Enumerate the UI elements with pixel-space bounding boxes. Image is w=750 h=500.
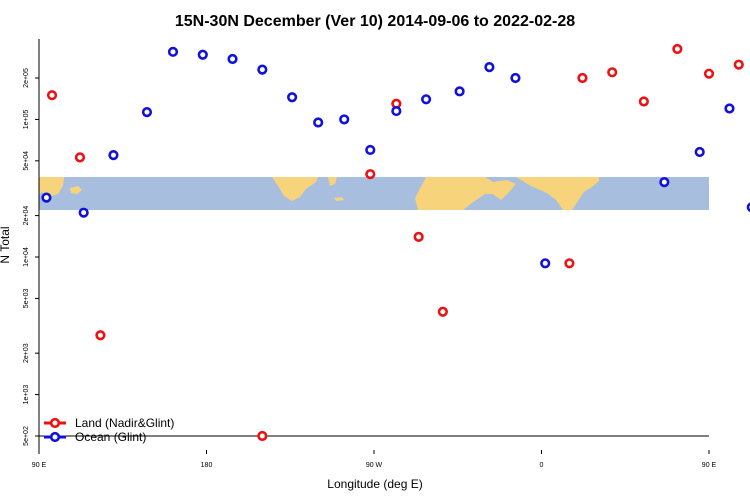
legend-land-marker (49, 417, 61, 429)
y-tick-label: 1e+03 (23, 385, 30, 405)
land-point (703, 68, 715, 79)
world-map-strip (39, 177, 709, 210)
ocean-band (39, 177, 709, 210)
x-tick-label: 90 E (702, 462, 717, 469)
x-tick-label: 0 (540, 462, 544, 469)
land-point (437, 306, 448, 317)
legend: Land (Nadir&Glint) Ocean (Glint) (44, 416, 174, 444)
ocean-point (197, 49, 208, 60)
ocean-point (167, 46, 179, 57)
ocean-point (659, 177, 670, 188)
ocean-point (484, 62, 495, 73)
ocean-point (287, 92, 298, 103)
data-points (41, 43, 750, 442)
ocean-point (510, 72, 521, 84)
legend-ocean-marker (49, 431, 61, 443)
land-point (257, 430, 268, 442)
y-tick-label: 1e+05 (23, 109, 30, 129)
ocean-point (339, 114, 350, 125)
y-axis-ticks: 5e+02 1e+03 2e+03 5e+03 1e+04 2e+04 5e+04 1e+05… (23, 68, 39, 446)
land-florida (328, 177, 337, 186)
land-point (638, 96, 649, 107)
x-tick-label: 90 W (366, 462, 383, 469)
land-asia-islands (70, 186, 82, 194)
y-tick-label: 5e+04 (23, 151, 30, 171)
land-point (564, 258, 575, 269)
y-tick-label: 2e+04 (23, 206, 30, 226)
land-caribbean (334, 197, 344, 201)
legend-ocean-label: Ocean (Glint) (75, 430, 146, 444)
land-africa-arabia (415, 177, 516, 210)
ocean-point (227, 53, 238, 65)
legend-land-label: Land (Nadir&Glint) (75, 416, 174, 430)
ocean-point (365, 144, 376, 156)
ocean-point (78, 207, 89, 218)
y-tick-label: 2e+03 (23, 343, 30, 363)
land-point (413, 231, 424, 242)
land-point (95, 330, 106, 341)
chart-title: 15N-30N December (Ver 10) 2014-09-06 to … (175, 13, 575, 30)
y-tick-label: 2e+05 (23, 68, 30, 88)
ocean-point (391, 105, 402, 117)
ocean-point (421, 94, 432, 105)
ocean-point (257, 64, 268, 75)
y-tick-label: 1e+04 (23, 247, 30, 267)
x-axis-label: Longitude (deg E) (327, 477, 422, 491)
ocean-point (41, 192, 52, 203)
land-point (46, 90, 58, 101)
land-point (733, 59, 744, 70)
ocean-point (540, 258, 551, 269)
ocean-point (454, 86, 465, 97)
land-point (365, 169, 376, 180)
land-point (672, 43, 683, 55)
ocean-point (108, 150, 119, 161)
ocean-point (141, 107, 153, 118)
y-tick-label: 5e+03 (23, 288, 30, 308)
ocean-point (313, 117, 324, 128)
x-axis-ticks: 90 E 180 90 W 0 90 E (32, 450, 717, 469)
x-tick-label: 180 (201, 462, 213, 469)
ocean-point (724, 103, 735, 114)
land-mexico (272, 177, 318, 201)
x-tick-label: 90 E (32, 462, 47, 469)
land-point (607, 67, 618, 78)
y-tick-label: 5e+02 (23, 426, 30, 446)
ocean-point (694, 146, 705, 158)
land-asia-west (39, 177, 64, 197)
land-point (74, 152, 86, 163)
y-axis-label: N Total (0, 226, 12, 263)
land-india-asia (516, 177, 599, 210)
land-point (577, 72, 588, 84)
